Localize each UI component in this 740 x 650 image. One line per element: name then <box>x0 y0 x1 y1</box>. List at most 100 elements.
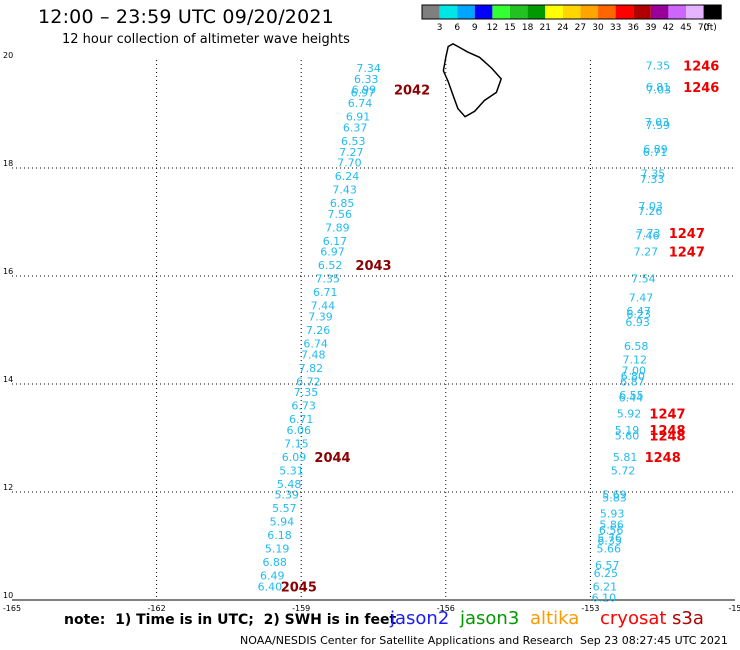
colorbar-label: 39 <box>645 23 657 33</box>
colorbar-swatch <box>510 5 528 19</box>
colorbar-label: 27 <box>575 23 586 33</box>
swh-value-label: 7.73 <box>636 227 661 240</box>
colorbar-swatch <box>598 5 616 19</box>
colorbar-swatch <box>668 5 686 19</box>
colorbar-swatch <box>545 5 563 19</box>
swh-value-label: 6.87 <box>620 375 645 388</box>
swh-value-label: 6.71 <box>313 286 338 299</box>
time-label: 1246 <box>683 59 719 74</box>
swh-value-label: 6.85 <box>330 197 355 210</box>
swh-value-label: 7.44 <box>311 300 336 313</box>
colorbar-label: 36 <box>627 23 639 33</box>
x-tick-label: -15 <box>728 604 740 613</box>
swh-value-label: 5.19 <box>265 543 290 556</box>
swh-value-label: 5.60 <box>615 429 640 442</box>
swh-value-label: 7.03 <box>638 200 663 213</box>
swh-value-label: 6.88 <box>262 556 287 569</box>
y-tick-label: 20 <box>3 51 13 60</box>
colorbar-swatch <box>580 5 598 19</box>
swh-value-label: 5.69 <box>602 489 627 502</box>
swh-value-label: 6.55 <box>619 389 644 402</box>
swh-value-label: 6.52 <box>318 259 343 272</box>
swh-value-label: 6.24 <box>335 170 360 183</box>
time-label: 1248 <box>645 451 681 466</box>
chart-title: 12:00 – 23:59 UTC 09/20/2021 <box>38 6 334 28</box>
swh-value-label: 7.03 <box>645 116 670 129</box>
swh-value-label: 6.81 <box>646 81 671 94</box>
swh-value-label: 6.91 <box>346 111 371 124</box>
y-tick-label: 10 <box>3 591 13 600</box>
legend-jason2: jason2 <box>390 608 450 629</box>
y-tick-label: 18 <box>3 159 13 168</box>
swh-value-label: 6.71 <box>289 413 314 426</box>
colorbar-swatch <box>615 5 634 19</box>
swh-value-label: 6.74 <box>348 97 373 110</box>
chart-subtitle: 12 hour collection of altimeter wave hei… <box>62 32 350 47</box>
y-tick-label: 16 <box>3 267 13 276</box>
swh-value-label: 5.19 <box>615 424 640 437</box>
footer-note: note: 1) Time is in UTC; 2) SWH is in fe… <box>64 612 397 628</box>
colorbar-swatch <box>422 5 440 19</box>
time-label: 1246 <box>683 81 719 96</box>
swh-value-label: 5.39 <box>274 489 299 502</box>
swh-value-label: 7.35 <box>646 59 671 72</box>
swh-value-label: 7.26 <box>306 324 331 337</box>
swh-value-label: 7.35 <box>315 273 340 286</box>
colorbar-swatch <box>457 5 475 19</box>
time-label: 1248 <box>649 429 685 444</box>
swh-value-label: 7.70 <box>337 157 362 170</box>
colorbar-swatch <box>562 5 581 19</box>
colorbar-swatch <box>703 5 722 19</box>
swh-value-label: 6.21 <box>593 581 618 594</box>
time-label: 1248 <box>649 424 685 439</box>
colorbar-swatch <box>686 5 704 19</box>
swh-value-label: 5.76 <box>597 532 622 545</box>
colorbar-label: 12 <box>487 23 498 33</box>
swh-value-label: 7.15 <box>284 437 309 450</box>
swh-value-label: 6.93 <box>625 316 650 329</box>
swh-value-label: 6.97 <box>320 246 345 259</box>
swh-value-label: 6.37 <box>343 122 368 135</box>
swh-value-label: 6.06 <box>287 424 312 437</box>
swh-value-label: 7.43 <box>332 184 357 197</box>
x-tick-label: -156 <box>437 604 455 613</box>
time-label: 1247 <box>649 408 685 423</box>
swh-value-label: 6.10 <box>592 591 617 604</box>
swh-value-label: 7.27 <box>634 246 659 259</box>
swh-value-label: 5.92 <box>617 408 642 421</box>
colorbar-unit: (ft) <box>703 23 717 33</box>
colorbar-label: 21 <box>539 23 550 33</box>
swh-value-label: 5.93 <box>600 508 625 521</box>
swh-value-label: 7.89 <box>325 221 350 234</box>
swh-value-label: 6.17 <box>323 235 348 248</box>
swh-value-label: 6.99 <box>352 84 377 97</box>
colorbar-swatch <box>527 5 546 19</box>
swh-value-label: 6.09 <box>282 451 307 464</box>
swh-value-label: 7.12 <box>622 354 647 367</box>
swh-value-label: 7.39 <box>308 311 333 324</box>
time-label: 2042 <box>394 84 430 99</box>
swh-value-label: 7.46 <box>635 230 660 243</box>
colorbar-label: 24 <box>557 23 569 33</box>
swh-value-label: 6.35 <box>597 535 622 548</box>
time-label: 2045 <box>281 581 317 596</box>
colorbar-label: 3 <box>437 23 443 33</box>
y-tick-label: 12 <box>3 483 13 492</box>
swh-value-label: 6.25 <box>594 567 619 580</box>
swh-value-label: 7.03 <box>647 84 672 97</box>
time-label: 2044 <box>314 451 350 466</box>
time-label: 1247 <box>669 246 705 261</box>
time-label: 1247 <box>669 227 705 242</box>
colorbar-label: 9 <box>472 23 478 33</box>
colorbar-swatch <box>492 5 510 19</box>
swh-value-label: 5.83 <box>602 491 627 504</box>
swh-value-label: 6.56 <box>599 524 624 537</box>
swh-value-label: 6.47 <box>626 305 651 318</box>
colorbar-label: 70 <box>698 23 710 33</box>
colorbar-label: 42 <box>663 23 674 33</box>
swh-value-label: 6.40 <box>258 581 283 594</box>
colorbar-swatch <box>633 5 651 19</box>
x-tick-label: -159 <box>292 604 310 613</box>
swh-value-label: 5.48 <box>277 478 302 491</box>
colorbar-swatch <box>474 5 493 19</box>
